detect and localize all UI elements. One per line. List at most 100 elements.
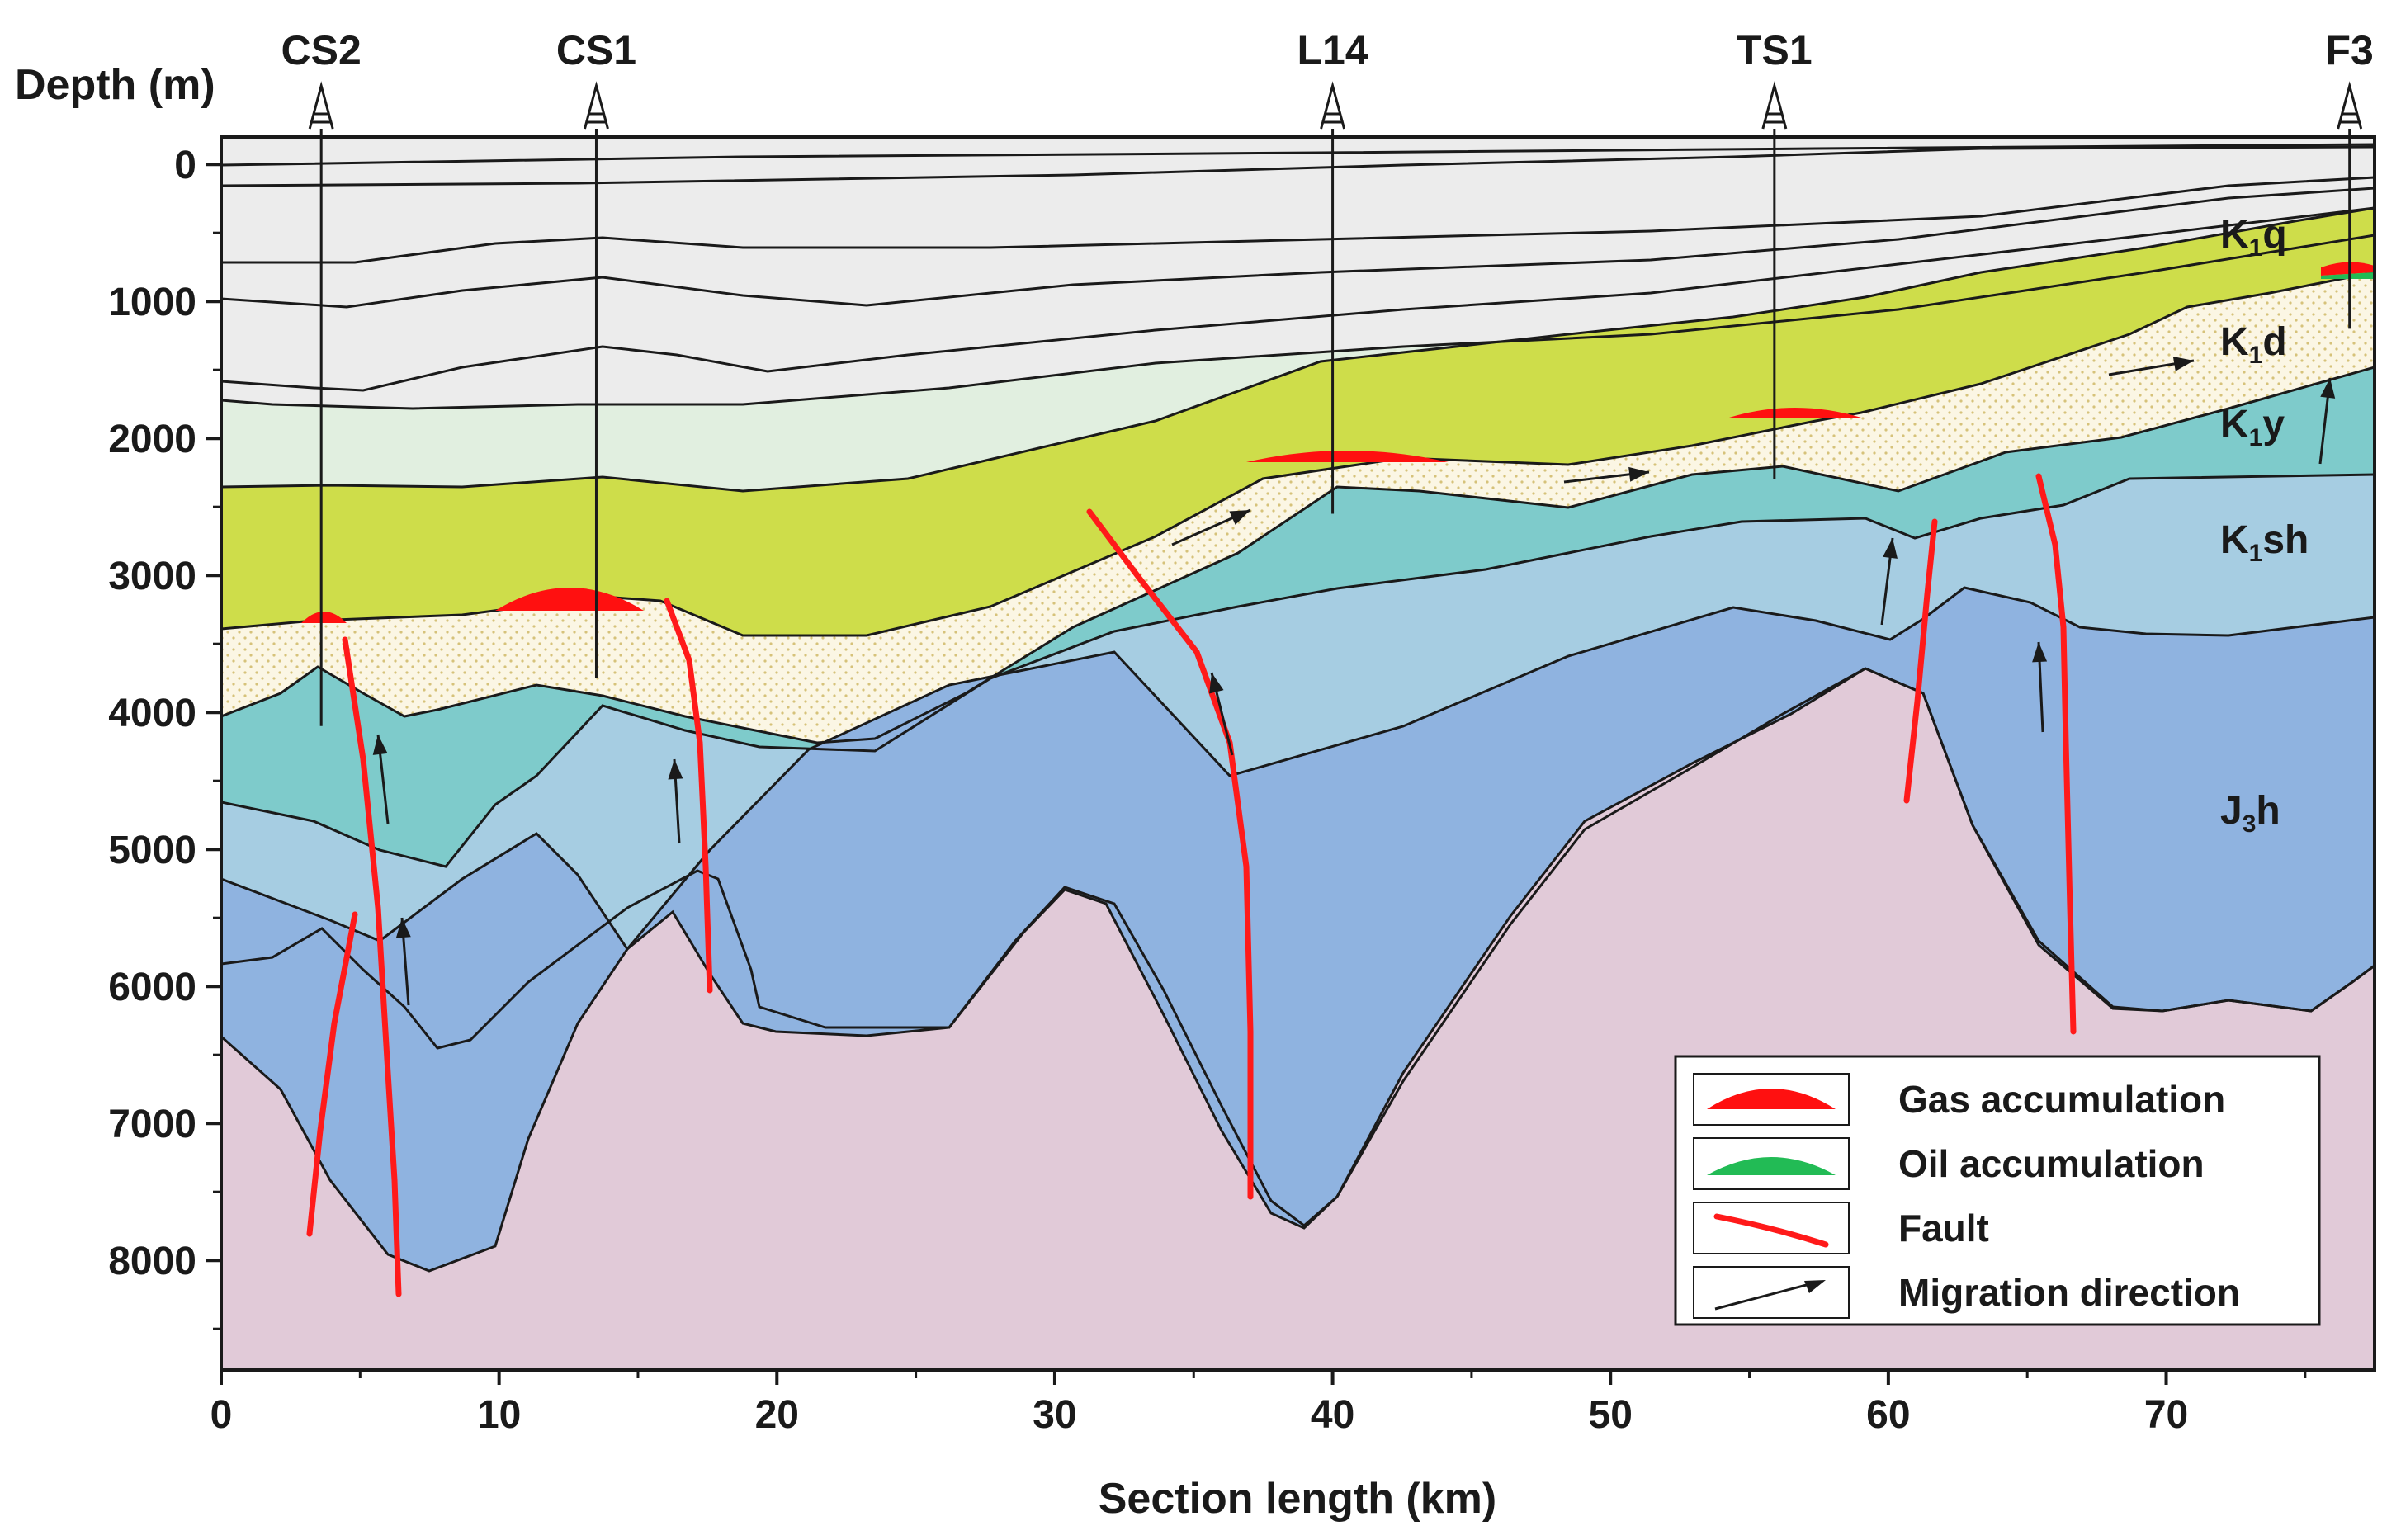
y-axis-title: Depth (m)	[15, 61, 215, 109]
migration-arrow	[395, 917, 411, 1006]
x-axis-title: Section length (km)	[1099, 1475, 1496, 1523]
well-cs1: CS1	[556, 27, 636, 678]
y-tick-label: 4000	[108, 692, 196, 735]
legend: Gas accumulation Oil accumulation Fault Mig…	[1674, 1055, 2321, 1326]
y-axis: 0 1000 2000 3000 4000 5000 6000 7000 8000	[108, 144, 221, 1330]
migration-arrow	[1563, 466, 1650, 484]
x-tick-label: 50	[1589, 1393, 1633, 1437]
well-cs2: CS2	[281, 27, 362, 726]
derrick-icon	[1761, 81, 1788, 130]
arrow-head	[1628, 466, 1649, 482]
arrow-head	[395, 918, 411, 938]
fault-line	[664, 598, 713, 994]
derrick-icon	[308, 81, 334, 130]
contact-line	[221, 473, 2375, 868]
x-tick-label: 70	[2144, 1393, 2188, 1437]
migration-arrow	[1880, 537, 1898, 626]
arrow-swatch-head	[1804, 1280, 1826, 1293]
migration-arrow	[2108, 357, 2195, 376]
contact-line	[221, 187, 2375, 309]
y-tick-label: 0	[174, 144, 196, 187]
migration-arrow	[2032, 641, 2048, 733]
well-name-label: TS1	[1737, 27, 1813, 73]
wells: CS2 CS1 L14 TS1 F3	[281, 27, 2374, 726]
legend-item-fault: Fault	[1693, 1202, 1989, 1254]
arrow-head	[1229, 510, 1250, 525]
fault-line	[1903, 518, 1938, 804]
x-axis: 0 10 20 30 40 50 60 70	[210, 1370, 2307, 1437]
arrow-head	[1209, 673, 1224, 694]
y-tick-label: 5000	[108, 829, 196, 872]
legend-swatch-box	[1693, 1266, 1850, 1319]
gas-accumulation	[495, 588, 644, 611]
migration-arrow	[1171, 508, 1251, 546]
layer-pale-green	[221, 208, 2375, 491]
plot-frame	[220, 135, 2376, 1372]
x-tick-label: 40	[1311, 1393, 1354, 1437]
arrow-head	[1883, 538, 1898, 559]
arrow-head	[372, 735, 388, 755]
well-name-label: L14	[1297, 27, 1368, 73]
unit-label-j3h: J3h	[2220, 789, 2280, 838]
legend-item-oil: Oil accumulation	[1693, 1137, 2205, 1190]
contact-line	[221, 206, 2375, 493]
legend-label: Oil accumulation	[1898, 1142, 2205, 1185]
gas-accumulation	[1246, 451, 1449, 462]
gas-accumulation	[1729, 408, 1861, 418]
x-tick-label: 10	[477, 1393, 521, 1437]
layer-k1sh	[221, 475, 2375, 949]
derrick-icon	[584, 81, 609, 130]
oil-accumulation	[2321, 272, 2375, 279]
arrow-head	[2320, 378, 2336, 399]
well-l14: L14	[1297, 27, 1368, 514]
well-f3: F3	[2326, 27, 2374, 329]
unit-label-k1y: K1y	[2220, 403, 2285, 451]
unit-labels: K1q K1d K1y K1sh J3h	[2220, 213, 2309, 838]
well-ts1: TS1	[1737, 27, 1813, 479]
arrow-head	[2172, 357, 2194, 371]
arrow-swatch-shaft	[1714, 1281, 1817, 1311]
oil-swatch	[1707, 1157, 1836, 1175]
layer-k1d	[221, 272, 2375, 743]
x-tick-label: 20	[755, 1393, 799, 1437]
contact-line	[221, 667, 2375, 1227]
y-tick-label: 6000	[108, 966, 196, 1009]
fault-line	[306, 911, 358, 1237]
contact-line	[221, 145, 2375, 187]
legend-item-arrow: Migration direction	[1693, 1266, 2240, 1319]
arrow-head	[668, 759, 683, 780]
arrow-head	[2032, 642, 2048, 663]
y-tick-label: 3000	[108, 555, 196, 598]
layer-k1y	[221, 367, 2375, 867]
x-tick-label: 60	[1866, 1393, 1910, 1437]
well-name-label: F3	[2326, 27, 2374, 73]
contact-line	[221, 206, 2375, 392]
fault-swatch	[1713, 1213, 1829, 1248]
contact-line	[221, 667, 2375, 1273]
derrick-icon	[2337, 81, 2363, 130]
layer-j3h	[221, 588, 2375, 1271]
contact-line	[221, 366, 2375, 744]
legend-label: Fault	[1898, 1207, 1989, 1249]
migration-arrow	[668, 758, 683, 844]
gas-swatch	[1707, 1089, 1836, 1109]
migration-arrows	[372, 357, 2336, 1006]
contact-line	[221, 586, 2375, 952]
x-tick-label: 30	[1033, 1393, 1076, 1437]
gas-accumulation	[301, 612, 347, 623]
unit-label-k1d: K1d	[2220, 320, 2287, 369]
legend-item-gas: Gas accumulation	[1693, 1073, 2225, 1126]
contact-line	[221, 143, 2375, 167]
legend-label: Gas accumulation	[1898, 1078, 2225, 1121]
legend-label: Migration direction	[1898, 1271, 2240, 1314]
migration-arrow	[2318, 377, 2336, 465]
well-name-label: CS1	[556, 27, 636, 73]
well-name-label: CS2	[281, 27, 362, 73]
fault-line	[2035, 473, 2077, 1035]
unit-label-k1q: K1q	[2220, 213, 2287, 262]
gas-accumulation	[2321, 262, 2375, 276]
fault-line	[342, 636, 402, 1297]
y-tick-label: 2000	[108, 418, 196, 461]
x-tick-label: 0	[210, 1393, 233, 1437]
